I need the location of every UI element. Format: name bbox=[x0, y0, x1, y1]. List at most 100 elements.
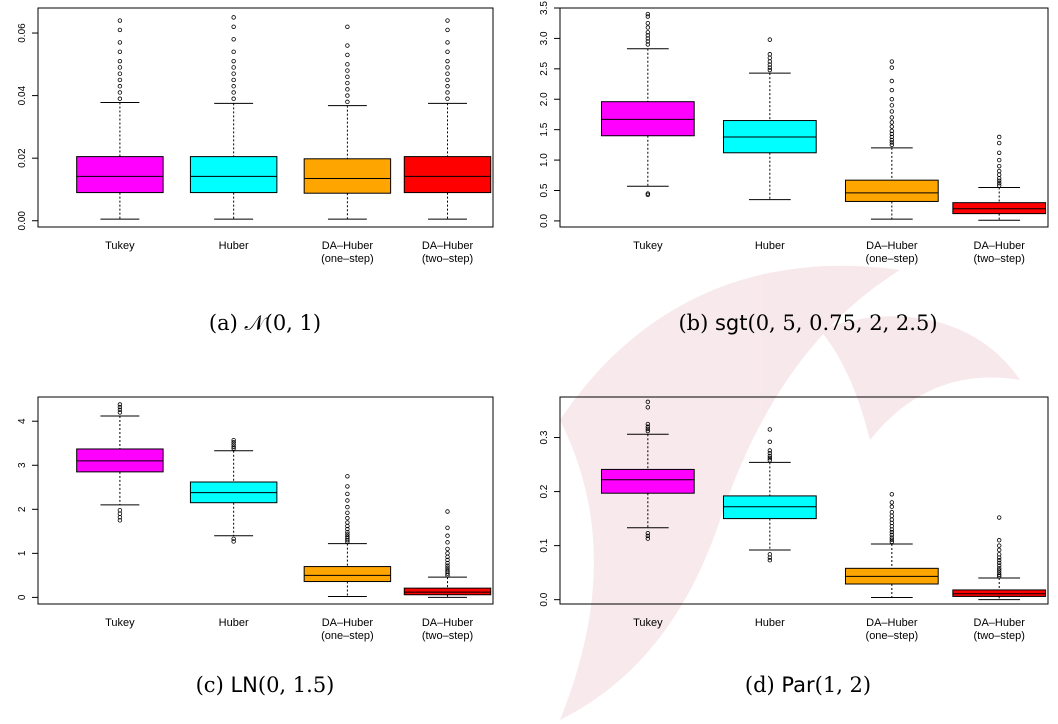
outlier-point bbox=[889, 97, 895, 102]
outlier-point bbox=[345, 24, 350, 29]
x-tick-label-line: (one–step) bbox=[321, 253, 374, 265]
outlier-point bbox=[445, 96, 450, 101]
outlier-point bbox=[117, 27, 123, 33]
outlier-point bbox=[889, 500, 895, 505]
outlier-point bbox=[445, 563, 450, 568]
outlier-point bbox=[231, 24, 236, 29]
outlier-point bbox=[645, 428, 651, 434]
outlier-point bbox=[997, 157, 1002, 163]
box-1 bbox=[76, 18, 164, 220]
outlier-point bbox=[231, 539, 236, 544]
x-tick-label: DA–Huber (two–step) bbox=[974, 617, 1026, 642]
outlier-point bbox=[997, 566, 1002, 571]
outlier-point bbox=[345, 510, 350, 516]
outlier-point bbox=[997, 543, 1002, 548]
outlier-point bbox=[889, 131, 895, 137]
outlier-point bbox=[117, 410, 123, 415]
x-tick-label-line: (two–step) bbox=[422, 253, 473, 265]
y-tick-label: 3.0 bbox=[539, 31, 550, 45]
outlier-point bbox=[345, 74, 350, 80]
outlier-point bbox=[889, 124, 895, 129]
x-tick-label-line: (one–step) bbox=[866, 253, 919, 265]
outlier-point bbox=[997, 168, 1002, 174]
outlier-point bbox=[889, 140, 895, 145]
x-tick-label: Tukey bbox=[633, 240, 663, 252]
outlier-point bbox=[117, 96, 123, 101]
outlier-point bbox=[997, 172, 1002, 177]
outlier-point bbox=[767, 458, 773, 463]
outlier-point bbox=[117, 511, 123, 516]
outlier-point bbox=[117, 404, 123, 410]
outlier-point bbox=[445, 90, 450, 95]
x-tick-label-line: DA–Huber bbox=[974, 240, 1026, 252]
outlier-point bbox=[889, 537, 895, 542]
outlier-point bbox=[645, 11, 651, 17]
caption-label: (c) bbox=[196, 673, 224, 697]
outlier-point bbox=[445, 567, 450, 573]
box-1 bbox=[76, 402, 164, 523]
outlier-point bbox=[345, 43, 350, 48]
outlier-point bbox=[889, 87, 895, 93]
box-4 bbox=[403, 509, 492, 598]
outlier-point bbox=[997, 560, 1002, 566]
outlier-point bbox=[997, 515, 1002, 520]
outlier-point bbox=[445, 533, 450, 538]
box-iqr bbox=[722, 495, 817, 520]
box-1 bbox=[600, 399, 695, 541]
outlier-point bbox=[645, 191, 651, 196]
outlier-point bbox=[231, 58, 236, 64]
outlier-point bbox=[645, 426, 651, 432]
x-tick-label-line: DA–Huber bbox=[322, 240, 374, 252]
outlier-point bbox=[997, 570, 1002, 575]
y-tick-label: 0.0 bbox=[539, 214, 550, 228]
outlier-point bbox=[445, 546, 450, 552]
outlier-point bbox=[997, 163, 1002, 169]
outlier-point bbox=[889, 509, 895, 515]
panel-caption: (b) sgt(0, 5, 0.75, 2, 2.5) bbox=[678, 311, 937, 335]
outlier-point bbox=[445, 58, 450, 64]
outlier-point bbox=[767, 552, 773, 557]
panel-caption: (c) LN(0, 1.5) bbox=[196, 673, 335, 697]
outlier-point bbox=[889, 529, 895, 535]
box-4 bbox=[952, 515, 1047, 601]
box-iqr bbox=[600, 101, 695, 137]
outlier-point bbox=[889, 513, 895, 519]
outlier-point bbox=[889, 78, 895, 84]
caption-label: (b) bbox=[678, 311, 708, 335]
caption-label: (a) bbox=[209, 311, 238, 335]
outlier-point bbox=[767, 55, 773, 61]
outlier-point bbox=[997, 178, 1002, 183]
outlier-point bbox=[231, 84, 236, 89]
outlier-point bbox=[767, 37, 773, 42]
outlier-point bbox=[345, 484, 350, 489]
outlier-point bbox=[889, 532, 895, 538]
outlier-point bbox=[889, 109, 895, 114]
caption-part bbox=[224, 673, 231, 697]
outlier-point bbox=[997, 140, 1002, 146]
outlier-point bbox=[117, 49, 123, 54]
x-tick-label-line: (one–step) bbox=[321, 630, 374, 642]
outlier-point bbox=[117, 71, 123, 76]
outlier-point bbox=[345, 515, 350, 521]
outlier-point bbox=[889, 539, 895, 545]
box-iqr bbox=[303, 566, 392, 583]
plot-frame bbox=[37, 7, 494, 228]
outlier-point bbox=[231, 65, 236, 70]
outlier-point bbox=[345, 52, 350, 58]
outlier-point bbox=[445, 84, 450, 89]
x-tick-label-line: DA–Huber bbox=[866, 240, 918, 252]
outlier-point bbox=[645, 33, 651, 38]
x-tick-label: DA–Huber (one–step) bbox=[321, 240, 374, 265]
outlier-point bbox=[345, 504, 350, 510]
x-tick-label-line: Huber bbox=[755, 617, 785, 629]
box-2 bbox=[722, 427, 817, 563]
box-iqr bbox=[600, 468, 695, 494]
plot-frame bbox=[559, 396, 1049, 605]
box-2 bbox=[722, 37, 817, 201]
caption-part bbox=[708, 311, 715, 335]
outlier-point bbox=[345, 498, 350, 503]
outlier-point bbox=[997, 558, 1002, 563]
outlier-point bbox=[231, 96, 236, 101]
box-iqr bbox=[189, 156, 278, 194]
outlier-point bbox=[345, 520, 350, 525]
